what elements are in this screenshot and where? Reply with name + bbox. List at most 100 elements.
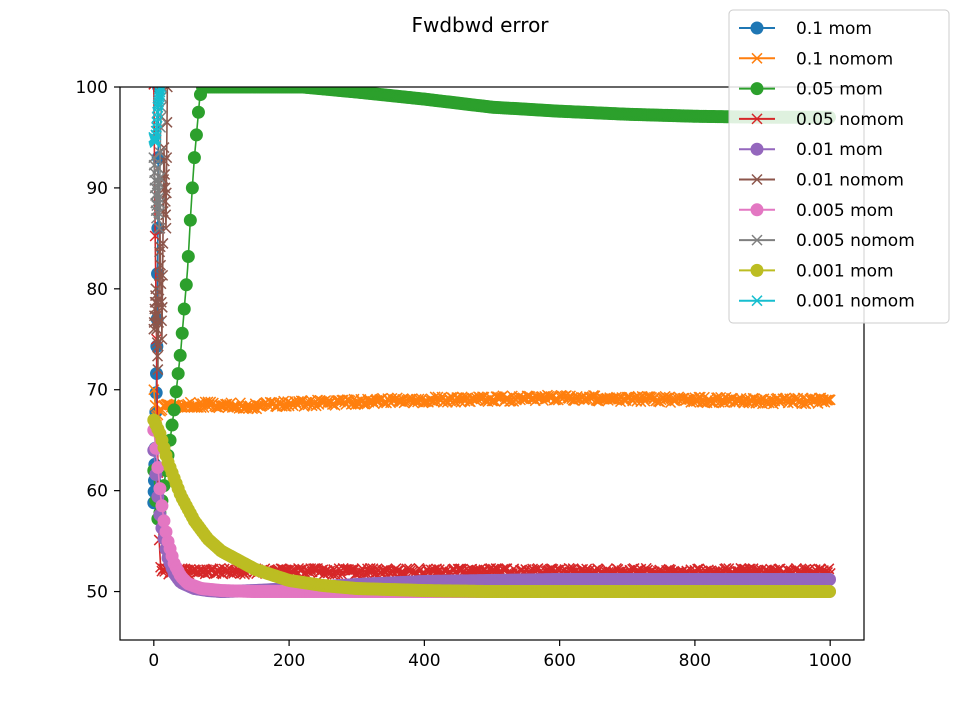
series-point [152,350,164,362]
series-point [155,278,167,290]
series-point [156,301,168,313]
series-point [157,514,171,528]
series-point [177,302,191,316]
series-point [317,564,329,576]
series-point [199,568,211,580]
legend-label: 0.001 nomom [796,292,915,312]
series-9 [148,87,167,149]
series-point [153,207,165,219]
series-point [150,121,163,133]
legend-label: 0.05 mom [796,80,883,100]
series-point [154,197,166,209]
series-point [156,315,168,327]
legend-marker [750,21,764,35]
series-point [171,367,185,381]
chart-title: Fwdbwd error [411,13,549,37]
legend-item: 0.001 mom [739,261,894,281]
series-point [167,403,181,417]
series-1 [148,384,836,422]
y-tick-label: 50 [86,583,108,603]
series-point [151,116,163,128]
series-point [487,563,499,575]
x-tick-label: 1000 [809,651,852,671]
legend-marker [750,203,764,217]
legend-item: 0.01 nomom [739,171,904,191]
series-point [537,394,549,407]
series-point [155,259,167,271]
legend-label: 0.01 mom [796,140,883,160]
legend-label: 0.001 mom [796,261,894,281]
series-point [376,564,388,577]
legend-item: 0.05 mom [739,80,883,100]
series-point [187,151,201,165]
series-point [155,87,167,93]
series-point [169,385,183,399]
legend-item: 0.1 mom [739,19,872,39]
series-point [175,326,189,340]
series-point [823,572,837,586]
series-point [156,333,168,345]
series-point [152,340,164,352]
y-tick-label: 80 [86,280,108,300]
series-point [458,392,470,404]
x-tick-label: 800 [679,651,711,671]
legend-item: 0.1 nomom [739,49,893,69]
x-tick-label: 600 [543,651,575,671]
series-8 [147,413,837,599]
series-point [165,418,179,432]
series-point [823,585,837,599]
axes-layer: 0 200 400 600 800 1000 50 60 70 80 90 100 [76,78,852,671]
series-point [153,222,165,234]
series-point [151,337,163,349]
series-point [157,269,169,281]
legend-marker [750,142,764,156]
legend-label: 0.005 mom [796,201,894,221]
series-point [151,111,163,123]
series-2 [147,87,837,526]
legend-marker [751,52,763,64]
series-point [150,125,162,137]
legend-item: 0.01 mom [739,140,883,160]
legend-item: 0.005 mom [739,201,894,221]
series-point [154,172,166,184]
series-point [153,269,165,281]
legend-box [728,9,950,324]
series-point [154,147,166,159]
legend-label: 0.05 nomom [796,110,904,130]
series-point [160,209,172,221]
series-point [154,87,166,96]
series-point [151,323,163,335]
series-point [161,152,173,164]
series-point [173,348,187,362]
series-point [344,564,356,576]
legend-item: 0.05 nomom [739,110,904,130]
x-tick-label: 0 [148,651,159,671]
y-tick-label: 60 [86,482,108,502]
legend-label: 0.1 mom [796,19,872,39]
y-tick-label: 90 [86,179,108,199]
series-point [152,162,164,174]
legend-marker [751,295,763,307]
legend-label: 0.005 nomom [796,231,915,251]
series-point [191,105,205,119]
legend: 0.1 mom 0.1 nomom 0.05 mom 0.05 nomom 0.01 m… [728,9,950,324]
legend-marker [750,82,764,96]
legend-item: 0.001 nomom [739,292,915,312]
series-point [183,213,197,227]
series-point [181,250,195,264]
legend-label: 0.01 nomom [796,171,904,191]
series-point [189,128,203,142]
x-tick-label: 400 [408,651,440,671]
series-point [823,394,835,406]
series-point [824,394,836,406]
series-point [153,482,167,496]
series-point [195,402,207,414]
y-tick-label: 100 [76,78,108,98]
legend-marker [750,263,764,277]
legend-item: 0.005 nomom [739,231,915,251]
series-point [152,364,164,376]
plot-frame [119,86,865,641]
series-point [148,87,160,90]
legend-marker [751,234,763,246]
